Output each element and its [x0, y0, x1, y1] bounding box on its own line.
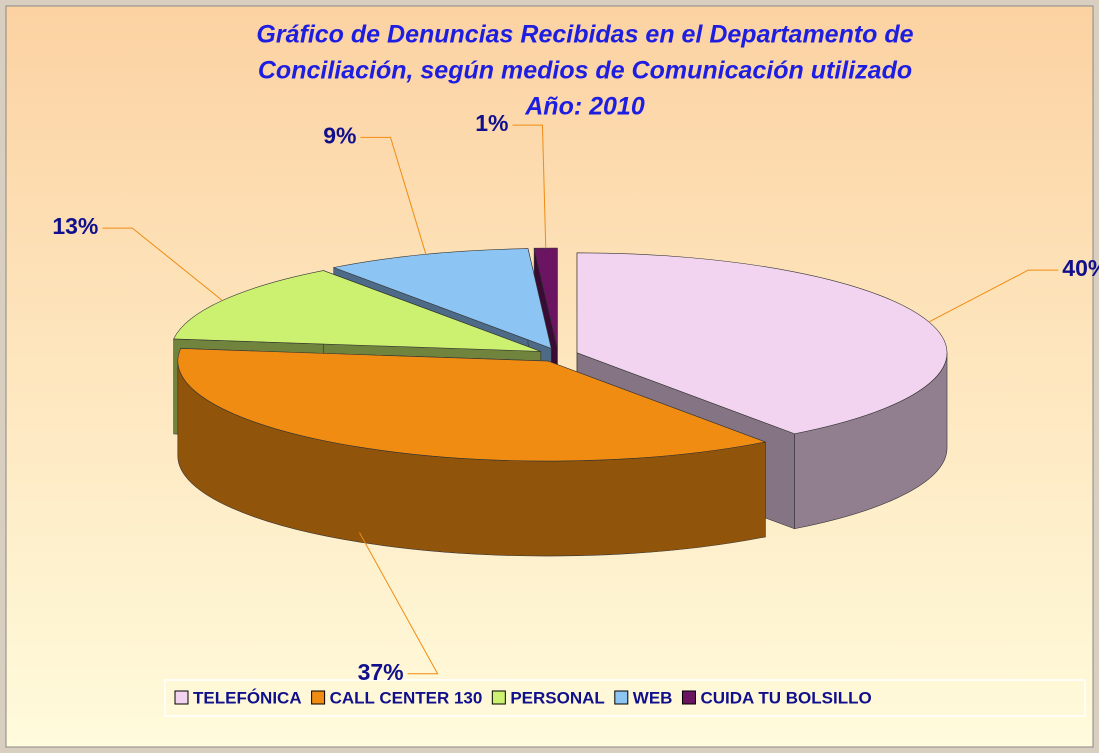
leader-line [512, 124, 547, 249]
slice-top [576, 252, 948, 435]
legend-swatch [491, 690, 506, 705]
legend-label: TELEFÓNICA [193, 688, 302, 707]
leader-line [102, 227, 223, 301]
leader-line [928, 269, 1059, 323]
legend-label: WEB [633, 688, 673, 707]
chart-title: Conciliación, según medios de Comunicaci… [258, 57, 912, 85]
slice-top [177, 348, 767, 462]
legend-label: CALL CENTER 130 [330, 688, 483, 707]
data-label: 37% [358, 659, 404, 685]
legend-label: PERSONAL [510, 688, 604, 707]
data-label: 1% [475, 110, 508, 136]
legend-swatch [681, 690, 696, 705]
legend-swatch [174, 690, 189, 705]
data-label: 13% [52, 213, 98, 239]
legend-swatch [311, 690, 326, 705]
chart-title: Gráfico de Denuncias Recibidas en el Dep… [256, 21, 913, 49]
data-label: 40% [1062, 255, 1099, 281]
leader-line [359, 532, 439, 675]
slice-top [173, 270, 541, 352]
leader-line [360, 136, 427, 255]
slice [177, 348, 767, 557]
data-label: 9% [323, 122, 356, 148]
chart-title: Año: 2010 [524, 93, 645, 121]
legend-box [164, 679, 1086, 717]
legend-label: CUIDA TU BOLSILLO [700, 688, 871, 707]
legend-swatch [614, 690, 629, 705]
